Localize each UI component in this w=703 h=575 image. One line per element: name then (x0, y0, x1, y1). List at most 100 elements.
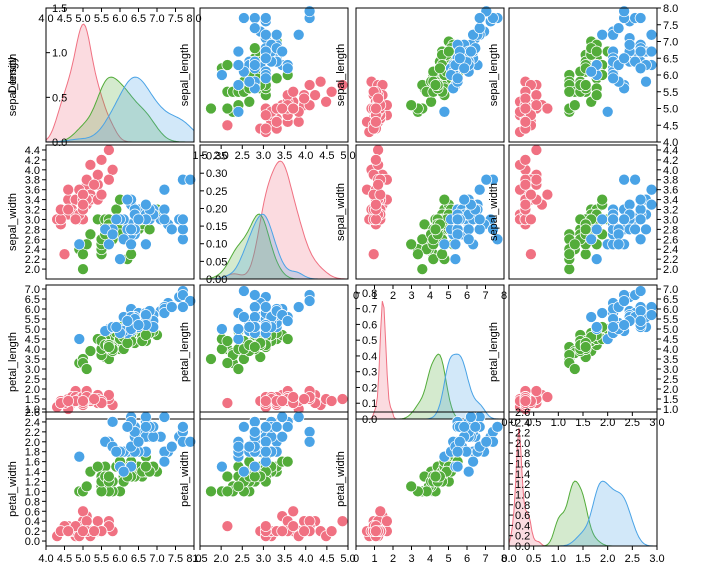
scatter-point-virginica (276, 45, 289, 58)
scatter-point-virginica (618, 5, 630, 18)
scatter-point-setosa (103, 144, 115, 156)
panel-petal_length-vs-petal_length: 0.00.10.20.30.40.50.60.70.80 1 2 3 4 5 6 7 8 (353, 284, 507, 426)
y-tick-label: 7.5 (663, 20, 678, 32)
panel-petal_width-vs-sepal_width: petal_width 1.5 2.0 2.5 3.0 3.5 4.0 4.5 5.0 (179, 411, 356, 565)
y-tick-label: 1.6 (25, 457, 40, 469)
x-tick-label: 5.5 (94, 553, 109, 565)
y-tick-label: 4.5 (663, 334, 678, 346)
y-tick-label: 2.0 (663, 264, 678, 276)
scatter-point-setosa (62, 183, 75, 196)
scatter-point-setosa (77, 395, 89, 407)
x-tick-label: 1.0 (551, 553, 566, 565)
panel-frame (45, 7, 195, 143)
density-x-tick-label: 2.5 (235, 150, 250, 162)
scatter-point-virginica (248, 460, 261, 473)
y-tick-label: 1.2 (25, 476, 40, 488)
scatter-point-setosa (259, 395, 272, 407)
scatter-point-setosa (370, 116, 382, 128)
density-tick-label: 0.15 (206, 221, 227, 233)
y-tick-label: 2.2 (663, 254, 678, 266)
scatter-point-virginica (438, 105, 451, 118)
scatter-point-virginica (465, 411, 477, 423)
panel-sepal_length-vs-petal_width: 4.0 4.5 5.0 5.5 6.0 6.5 7.0 7.5 8.0 sepal_length (488, 3, 678, 149)
scatter-point-setosa (541, 102, 554, 115)
scatter-point-virginica (585, 233, 598, 246)
scatter-point-virginica (106, 416, 119, 428)
panel-frame (508, 284, 658, 420)
scatter-point-setosa (314, 75, 327, 88)
panel-petal_length-vs-sepal_length: 1.01.52.02.53.03.54.04.55.05.56.06.57.0 p… (7, 284, 197, 420)
scatter-point-virginica (177, 213, 189, 226)
y-tick-label: 1.0 (663, 404, 678, 416)
density-x-tick-label: 5.5 (94, 13, 109, 25)
scatter-point-versicolor (205, 485, 217, 498)
x-tick-label: 7.5 (168, 553, 183, 565)
density-tick-label: 2.4 (515, 417, 530, 429)
density-tick-label: 0.6 (515, 510, 530, 522)
scatter-point-setosa (259, 109, 272, 122)
density-tick-label: 1.2 (515, 479, 530, 491)
density-tick-label: 2.6 (515, 407, 530, 419)
scatter-point-versicolor (125, 248, 137, 261)
scatter-point-virginica (607, 321, 619, 333)
y-tick-label: 2.6 (25, 407, 40, 419)
scatter-point-virginica (473, 183, 486, 196)
scatter-point-virginica (232, 323, 245, 335)
y-tick-label: 3.0 (25, 214, 40, 226)
y-axis-label: sepal_length (335, 44, 347, 106)
scatter-point-virginica (292, 28, 305, 41)
scatter-point-virginica (491, 233, 504, 246)
y-tick-label: 3.2 (663, 205, 678, 217)
y-tick-label: 6.0 (663, 70, 678, 82)
scatter-point-setosa (370, 154, 382, 166)
x-tick-label: 5 (445, 553, 451, 565)
scatter-point-virginica (458, 421, 471, 433)
y-tick-label: 0.8 (25, 496, 40, 508)
y-tick-label: 3.4 (25, 195, 40, 207)
x-tick-label: 7.0 (149, 553, 164, 565)
x-tick-label: 2.5 (235, 553, 250, 565)
density-tick-label: 0.5 (362, 335, 377, 347)
scatter-point-setosa (62, 203, 75, 216)
scatter-point-versicolor (434, 62, 446, 75)
scatter-point-virginica (177, 233, 189, 246)
y-tick-label: 4.0 (25, 344, 40, 356)
scatter-point-virginica (596, 307, 609, 319)
scatter-point-virginica (590, 321, 603, 333)
x-tick-label: 2.5 (625, 553, 640, 565)
scatter-point-virginica (292, 301, 305, 313)
scatter-point-virginica (645, 183, 658, 196)
density-x-tick-label: 2.0 (600, 417, 615, 429)
scatter-point-virginica (634, 285, 647, 297)
scatter-point-setosa (370, 198, 382, 211)
y-axis-label: sepal_length (179, 44, 191, 106)
scatter-point-versicolor (281, 455, 294, 468)
scatter-point-setosa (62, 395, 75, 407)
density-x-tick-label: 5.0 (75, 13, 90, 25)
scatter-point-versicolor (103, 341, 115, 353)
panel-petal_length-vs-sepal_width: petal_length (179, 284, 349, 420)
scatter-point-versicolor (270, 72, 283, 85)
density-x-tick-label: 2 (390, 290, 396, 302)
y-tick-label: 2.0 (25, 437, 40, 449)
y-tick-label: 6.0 (25, 304, 40, 316)
density-x-tick-label: 3.0 (256, 150, 271, 162)
scatter-point-virginica (281, 315, 294, 327)
scatter-point-setosa (103, 173, 115, 186)
scatter-point-virginica (596, 28, 609, 41)
scatter-point-virginica (125, 238, 137, 251)
scatter-point-virginica (590, 223, 603, 236)
scatter-point-virginica (259, 301, 272, 313)
density-tick-label: 0.2 (515, 531, 530, 543)
scatter-point-setosa (372, 178, 384, 191)
y-tick-label: 4.0 (663, 165, 678, 177)
x-tick-label: 4.5 (319, 553, 334, 565)
x-tick-label: 6.5 (131, 553, 146, 565)
scatter-point-virginica (270, 28, 283, 41)
scatter-point-setosa (88, 393, 100, 405)
scatter-point-setosa (367, 248, 380, 261)
density-x-tick-label: 6 (464, 290, 470, 302)
density-x-tick-label: 4.5 (319, 150, 334, 162)
density-tick-label: 1.6 (515, 459, 530, 471)
scatter-point-setosa (374, 188, 387, 201)
